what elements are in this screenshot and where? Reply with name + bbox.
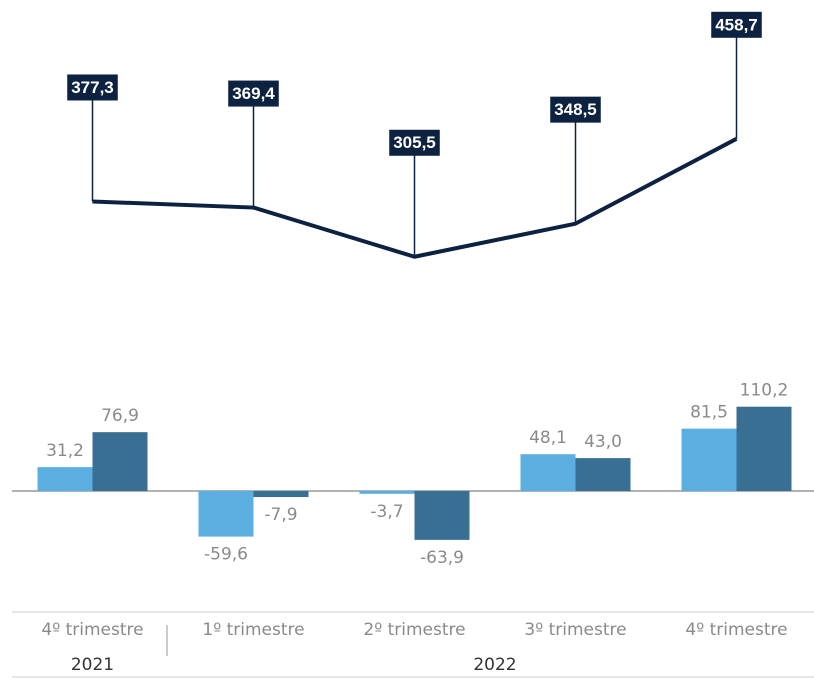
value-label: 458,7 [715,15,758,34]
x-tick-label: 4º trimestre [685,620,787,640]
label-box [550,96,601,123]
bar [37,467,93,491]
bar [520,454,576,491]
value-label: 305,5 [393,133,436,152]
value-label: -3,7 [370,502,403,522]
bar [575,458,631,491]
value-label: 43,0 [584,432,622,452]
value-label: 76,9 [101,406,139,426]
label-box [228,80,279,107]
label-box [67,74,118,101]
x-tick-label: 4º trimestre [41,620,143,640]
value-label: 31,2 [46,441,84,461]
group-label: 2022 [473,655,516,675]
value-label: 348,5 [554,100,597,119]
x-tick-label: 1º trimestre [202,620,304,640]
bar [92,432,148,491]
bar [414,491,470,540]
label-box [711,11,762,38]
bar [198,491,254,537]
value-label: 377,3 [71,78,114,97]
bar [253,491,309,498]
group-label: 2021 [71,655,114,675]
value-label: -63,9 [420,548,464,568]
value-label: -7,9 [264,505,297,525]
value-label: 48,1 [529,428,567,448]
value-label: -59,6 [204,545,248,565]
bar [359,491,415,494]
value-label: 81,5 [690,403,728,423]
bar [681,428,737,491]
bar [736,406,792,491]
x-tick-label: 2º trimestre [363,620,465,640]
value-label: 369,4 [232,84,275,103]
value-label: 110,2 [740,381,789,401]
x-tick-label: 3º trimestre [524,620,626,640]
label-box [389,129,440,156]
